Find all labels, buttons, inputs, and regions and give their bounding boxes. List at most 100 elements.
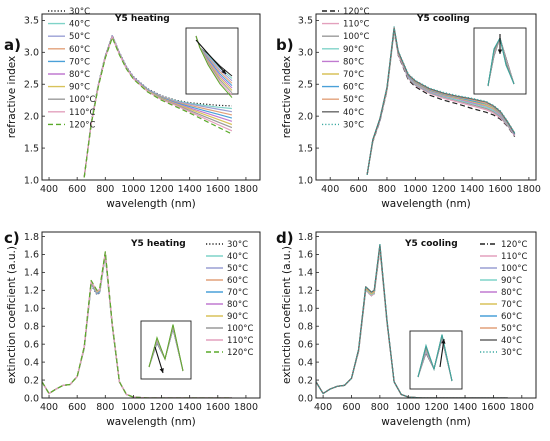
chart-3-legend-label-8: 100°C [227, 324, 253, 334]
chart-2-x-tick-label: 800 [378, 184, 396, 195]
chart-4-legend-label-8: 50°C [501, 324, 522, 334]
chart-2-y-tick-label: 2.5 [298, 80, 313, 91]
chart-4-y-tick-label: 0.8 [298, 322, 313, 333]
chart-3-series-6-line [42, 252, 232, 398]
chart-3-legend-label-6: 80°C [227, 300, 248, 310]
chart-3-plot-frame [41, 231, 261, 399]
chart-4-y-tick-label: 1.4 [298, 268, 313, 279]
chart-3-legend-label-5: 70°C [227, 288, 248, 298]
chart-1-y-tick-label: 3.0 [24, 48, 39, 59]
chart-4-x-tick-label: 1200 [425, 402, 449, 413]
chart-4-y-tick-label: 0.6 [298, 339, 313, 350]
chart-4-y-tick-label: 0.2 [298, 375, 313, 386]
chart-1-x-tick-label: 1200 [149, 184, 173, 195]
chart-2-y-tick-label: 3.0 [298, 48, 313, 59]
chart-3-x-axis-label: wavelength (nm) [106, 416, 196, 428]
chart-3-x-tick-label: 1000 [121, 402, 145, 413]
chart-3-inset-arrow-head [159, 368, 164, 373]
chart-3-y-tick-label: 1.2 [24, 286, 39, 297]
chart-1-series-9-line [83, 36, 233, 178]
chart-3-legend-label-9: 110°C [227, 336, 253, 346]
chart-2-x-tick-label: 1400 [460, 184, 484, 195]
chart-1-y-tick-label: 2.0 [24, 111, 39, 122]
chart-3-x-tick-label: 600 [68, 402, 86, 413]
chart-1-legend-label-6: 80°C [69, 70, 90, 80]
chart-3-inset-arrow-shaft [154, 346, 164, 374]
chart-3-y-tick-label: 0.6 [24, 339, 39, 350]
chart-1-legend-label-7: 90°C [69, 83, 90, 93]
chart-3-title: Y5 heating [130, 239, 186, 249]
chart-4-x-tick-label: 800 [371, 402, 389, 413]
chart-2-x-tick-label: 600 [350, 184, 368, 195]
chart-4-legend-label-2: 110°C [501, 252, 527, 262]
chart-3-y-tick-label: 0.0 [24, 393, 39, 404]
chart-1-title: Y5 heating [114, 14, 170, 24]
chart-2-x-tick-label: 1800 [517, 184, 541, 195]
chart-4-legend-label-7: 60°C [501, 312, 522, 322]
chart-3-legend-label-7: 90°C [227, 312, 248, 322]
chart-1-legend-label-9: 110°C [69, 108, 95, 118]
chart-4-y-tick-label: 1.2 [298, 286, 313, 297]
chart-1-legend-label-2: 40°C [69, 20, 90, 30]
chart-1-x-tick-label: 1800 [234, 184, 258, 195]
chart-1-y-tick-label: 3.5 [24, 16, 39, 27]
chart-4-legend-label-4: 90°C [501, 276, 522, 286]
chart-3-x-tick-label: 1200 [149, 402, 173, 413]
chart-3-inset-frame [140, 320, 192, 380]
chart-2-panel-label: b) [276, 36, 294, 54]
chart-2-legend-label-2: 110°C [343, 20, 369, 30]
chart-2-x-tick-label: 1600 [488, 184, 512, 195]
chart-3-y-tick-label: 0.4 [24, 357, 39, 368]
chart-3-series-5-line [42, 253, 232, 398]
chart-1-legend-label-8: 100°C [69, 95, 95, 105]
chart-4-x-tick-label: 1000 [396, 402, 420, 413]
chart-4-legend-label-9: 40°C [501, 336, 522, 346]
chart-3-series-2-line [42, 254, 232, 398]
chart-3-legend-label-1: 30°C [227, 240, 248, 250]
chart-2-y-axis-label: refractive index [281, 56, 293, 139]
chart-3-x-tick-label: 1400 [178, 402, 202, 413]
chart-1-x-tick-label: 1600 [206, 184, 230, 195]
chart-4-legend-label-6: 70°C [501, 300, 522, 310]
chart-3-x-tick-label: 400 [40, 402, 58, 413]
chart-3-legend-label-2: 40°C [227, 252, 248, 262]
chart-3-legend-label-4: 60°C [227, 276, 248, 286]
chart-2-legend-label-9: 40°C [343, 108, 364, 118]
chart-2-legend-label-8: 50°C [343, 95, 364, 105]
chart-2-legend-label-1: 120°C [343, 7, 369, 17]
chart-4-x-tick-label: 1600 [481, 402, 505, 413]
chart-1-x-tick-label: 800 [96, 184, 114, 195]
chart-4-title: Y5 cooling [404, 239, 458, 249]
chart-4-y-tick-label: 0.0 [298, 393, 313, 404]
chart-2-legend-label-5: 80°C [343, 57, 364, 67]
chart-1-legend-label-3: 50°C [69, 32, 90, 42]
chart-1-legend-label-10: 120°C [69, 120, 95, 130]
chart-1-x-tick-label: 1000 [121, 184, 145, 195]
chart-3-panel-label: c) [4, 229, 20, 247]
chart-2-inset [473, 27, 527, 95]
chart-2-y-tick-label: 3.5 [298, 16, 313, 27]
chart-3-series-1-line [42, 255, 232, 398]
chart-4-x-tick-label: 600 [342, 402, 360, 413]
chart-4-plot-frame [315, 231, 537, 399]
chart-2-legend-label-7: 60°C [343, 83, 364, 93]
chart-3-y-tick-label: 1.4 [24, 268, 39, 279]
chart-3-y-tick-label: 0.2 [24, 375, 39, 386]
chart-3-y-tick-label: 1.6 [24, 250, 39, 261]
chart-4-panel-label: d) [276, 229, 294, 247]
chart-1-inset-series-10 [195, 35, 233, 98]
chart-4-y-tick-label: 0.4 [298, 357, 313, 368]
chart-3-legend-label-3: 50°C [227, 264, 248, 274]
chart-2-y-tick-label: 1.5 [298, 143, 313, 154]
chart-1-y-tick-label: 1.0 [24, 175, 39, 186]
chart-3-x-tick-label: 1800 [234, 402, 258, 413]
chart-4-legend-label-3: 100°C [501, 264, 527, 274]
chart-3-y-axis-label: extinction coeficient (a.u.) [6, 246, 18, 384]
chart-2-title: Y5 cooling [416, 14, 470, 24]
chart-1-x-tick-label: 400 [40, 184, 58, 195]
chart-4-y-tick-label: 1.0 [298, 304, 313, 315]
chart-4-legend-label-10: 30°C [501, 348, 522, 358]
chart-4-x-axis-label: wavelength (nm) [381, 416, 471, 428]
chart-4-x-tick-label: 1400 [453, 402, 477, 413]
chart-3-y-tick-label: 1.0 [24, 304, 39, 315]
